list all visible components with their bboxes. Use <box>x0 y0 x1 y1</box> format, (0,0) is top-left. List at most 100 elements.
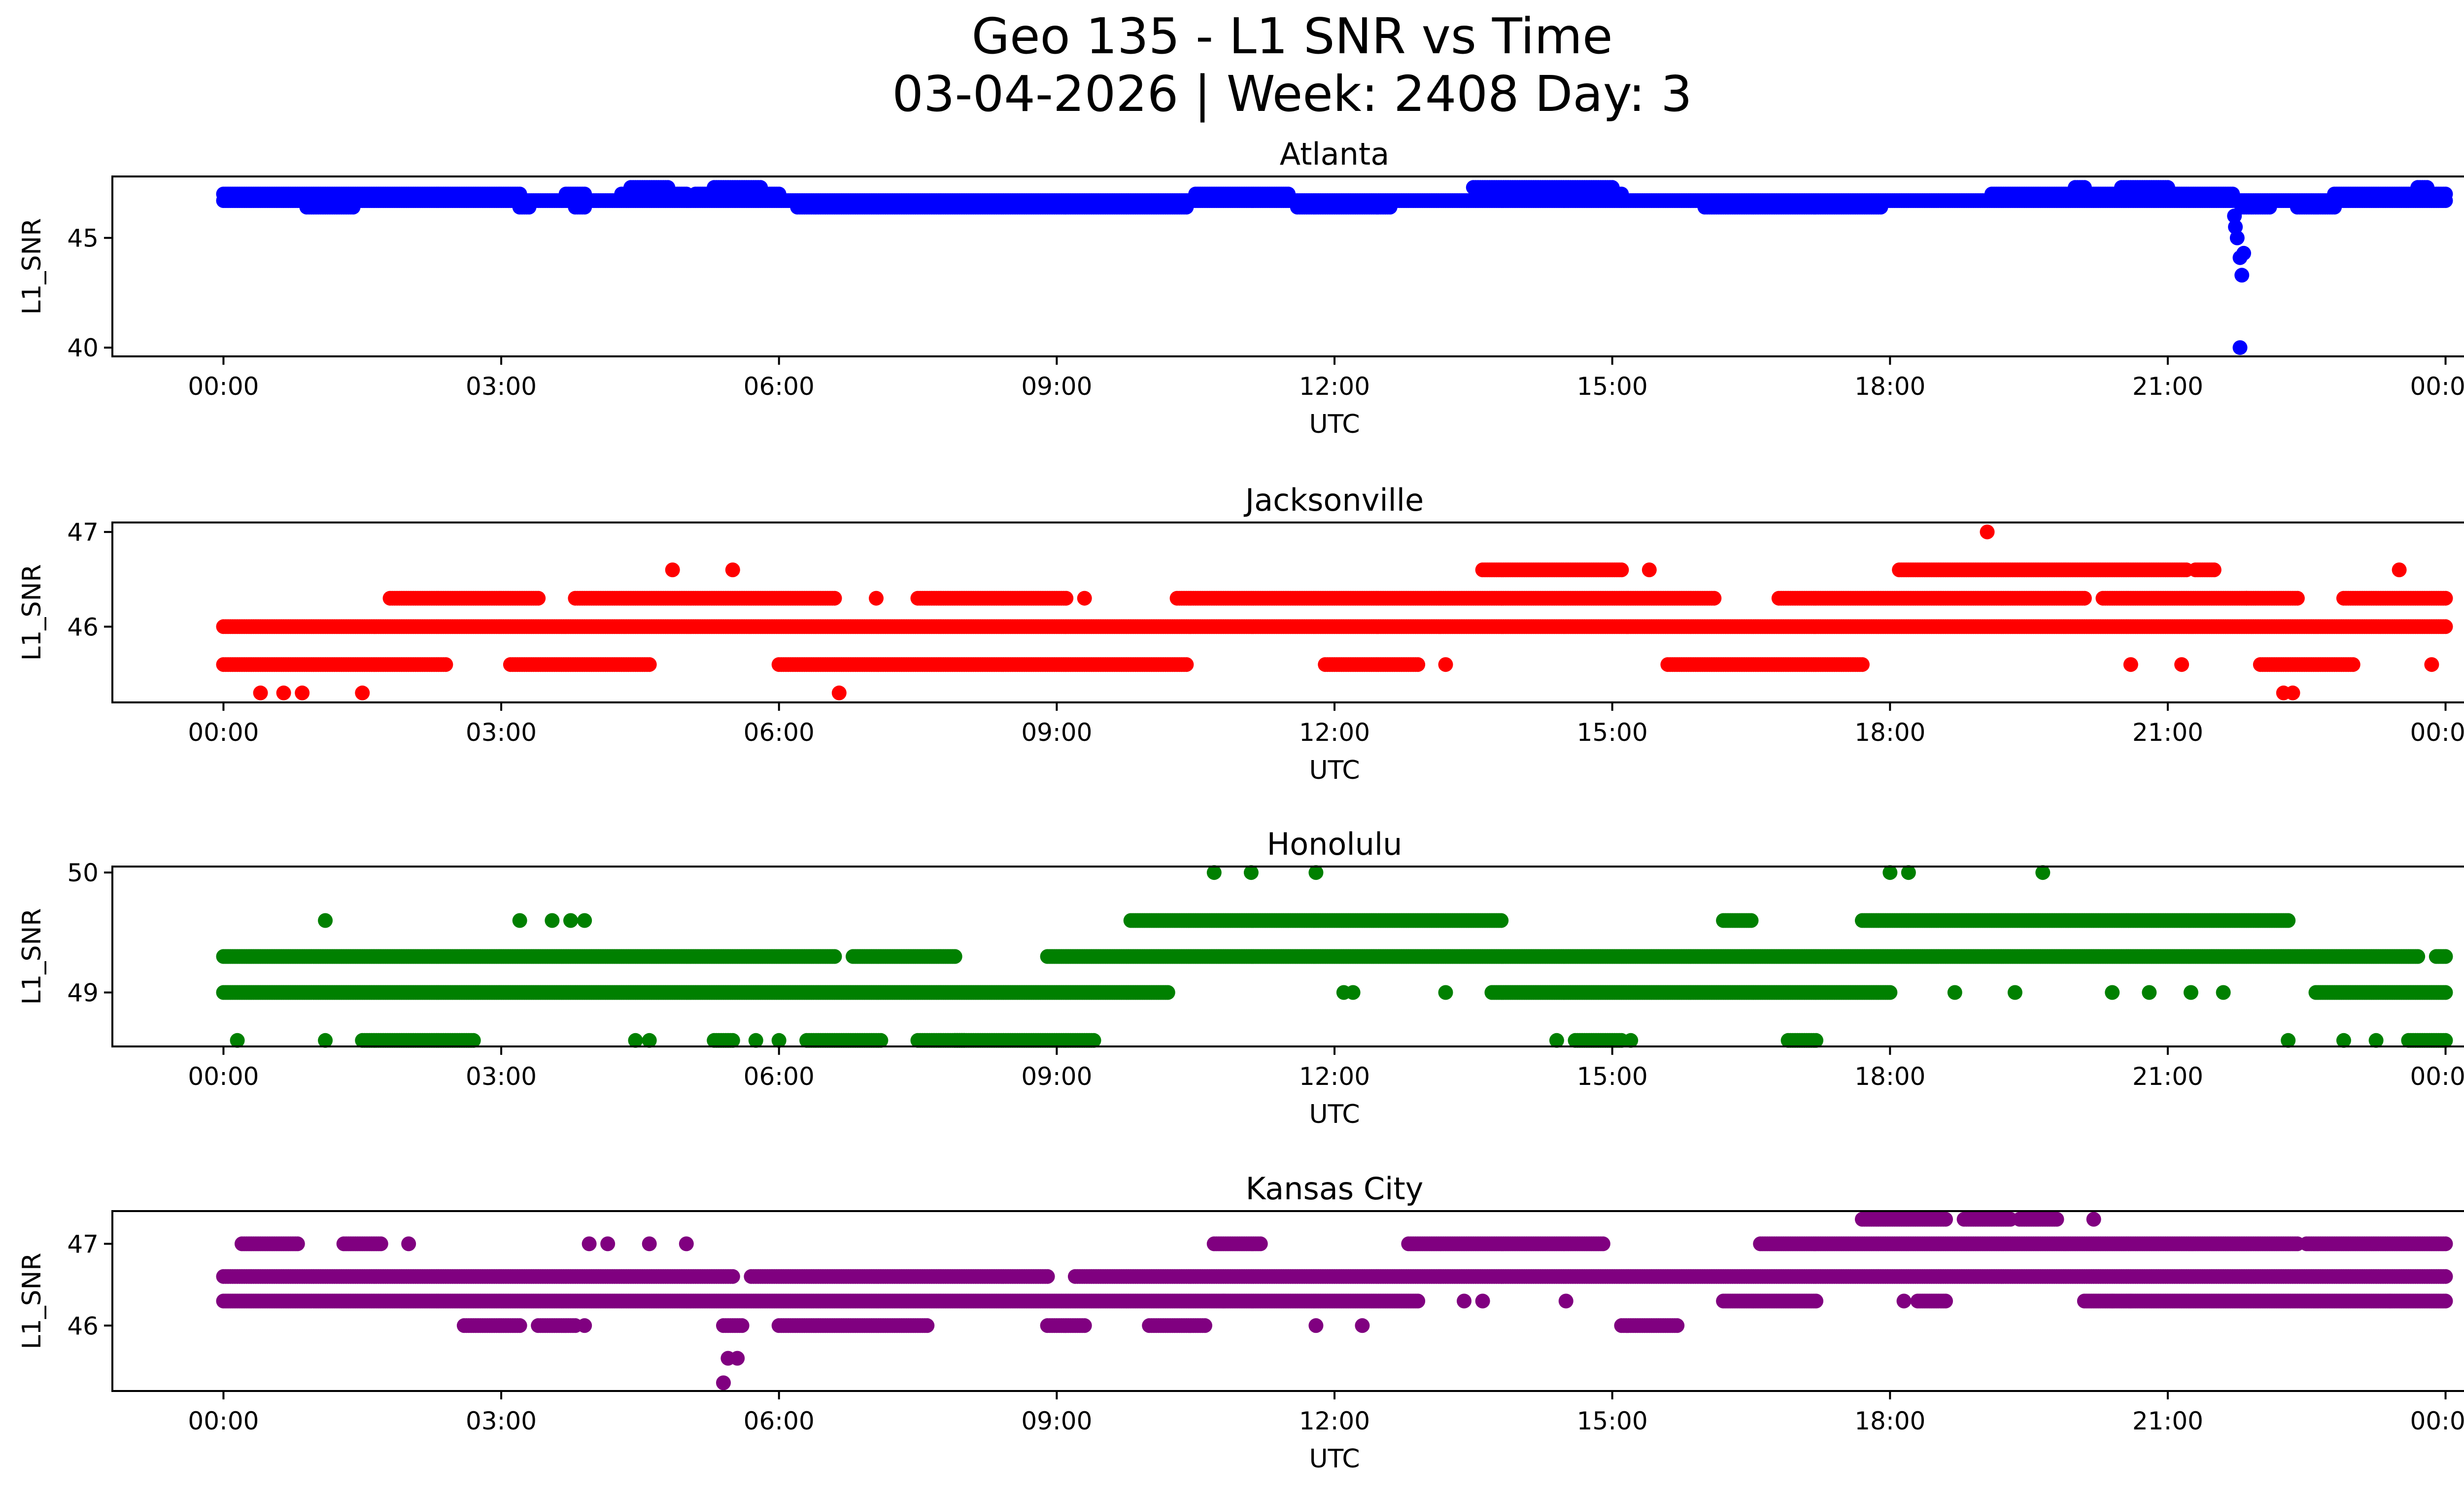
y-tick-label: 40 <box>67 334 99 362</box>
data-point <box>1873 200 1888 215</box>
data-point <box>577 186 592 202</box>
data-point <box>660 180 676 195</box>
y-tick-label: 46 <box>67 613 99 641</box>
data-point <box>725 562 740 578</box>
data-point <box>947 949 962 964</box>
data-point <box>1980 524 1995 540</box>
x-tick-label: 03:00 <box>466 718 537 747</box>
data-point <box>753 180 768 195</box>
data-point <box>276 685 291 700</box>
data-point <box>665 562 680 578</box>
y-tick-label: 45 <box>67 224 99 253</box>
data-point <box>1059 591 1074 606</box>
x-tick-label: 09:00 <box>1021 372 1092 401</box>
chart-title: Geo 135 - L1 SNR vs Time <box>972 7 1613 65</box>
data-point <box>2174 657 2190 672</box>
y-axis-label: L1_SNR <box>17 564 47 661</box>
data-point <box>2229 230 2245 245</box>
data-point <box>1854 657 1870 672</box>
data-point <box>2236 245 2251 261</box>
data-point <box>295 685 310 700</box>
data-point <box>253 685 268 700</box>
x-tick-label: 00:00 <box>2410 372 2464 401</box>
data-point <box>438 657 453 672</box>
data-point <box>1438 657 1453 672</box>
x-tick-label: 15:00 <box>1577 718 1648 747</box>
data-point <box>1382 200 1398 215</box>
data-point <box>521 200 537 215</box>
data-point <box>869 591 884 606</box>
plot-frame <box>111 522 2464 703</box>
panel-atlanta: Atlanta 00:00 03:00 06:00 09:00 12:00 15:00 18:… <box>17 136 2464 439</box>
data-series <box>216 524 2453 700</box>
data-point <box>512 186 527 202</box>
data-point <box>345 200 361 215</box>
x-tick-label: 03:00 <box>466 372 537 401</box>
data-point <box>2262 200 2277 215</box>
data-point <box>2123 657 2138 672</box>
data-series <box>216 180 2453 355</box>
data-point <box>2227 209 2242 224</box>
data-point <box>2225 186 2240 202</box>
data-point <box>2438 619 2453 634</box>
panel-title: Honolulu <box>1267 826 1403 862</box>
data-point <box>2232 340 2248 355</box>
data-point <box>827 949 842 964</box>
data-point <box>2206 562 2222 578</box>
data-point <box>2239 591 2254 606</box>
data-point <box>1410 657 1426 672</box>
x-tick-label: 21:00 <box>2132 718 2203 747</box>
x-tick-label: 00:00 <box>188 372 259 401</box>
data-point <box>1707 591 1722 606</box>
y-axis-label: L1_SNR <box>17 218 47 314</box>
data-point <box>1179 657 1194 672</box>
data-point <box>2327 200 2342 215</box>
data-point <box>2234 268 2250 283</box>
data-point <box>2392 562 2407 578</box>
data-point <box>1179 200 1194 215</box>
x-tick-label: 06:00 <box>744 718 815 747</box>
data-point <box>2077 591 2092 606</box>
data-point <box>2077 180 2092 195</box>
x-tick-label: 18:00 <box>1854 718 1925 747</box>
data-point <box>1077 591 1092 606</box>
x-tick-label: 18:00 <box>1854 372 1925 401</box>
data-point <box>1614 562 1629 578</box>
x-tick-label: 09:00 <box>1021 718 1092 747</box>
data-point <box>642 657 657 672</box>
chart-subtitle: 03-04-2026 | Week: 2408 Day: 3 <box>892 65 1692 123</box>
y-tick-label: 47 <box>67 518 99 547</box>
data-point <box>355 685 370 700</box>
data-point <box>827 591 842 606</box>
data-point <box>1642 562 1657 578</box>
x-tick-label: 15:00 <box>1577 372 1648 401</box>
data-series <box>216 865 2453 1048</box>
data-point <box>2160 180 2175 195</box>
x-tick-label: 12:00 <box>1299 718 1370 747</box>
data-point <box>771 186 787 202</box>
x-axis-label: UTC <box>1309 410 1360 439</box>
x-tick-label: 12:00 <box>1299 372 1370 401</box>
x-tick-label: 00:00 <box>188 718 259 747</box>
data-point <box>2438 186 2453 202</box>
data-point <box>2228 219 2243 235</box>
panel-title: Atlanta <box>1280 136 1389 172</box>
data-point <box>1281 186 1296 202</box>
data-point <box>2285 685 2300 700</box>
panel-title: Jacksonville <box>1243 482 1424 518</box>
panel-jacksonville: Jacksonville 00:00 03:00 06:00 09:00 12:00 15:… <box>17 482 2464 785</box>
data-point <box>531 591 546 606</box>
x-tick-label: 00:00 <box>2410 718 2464 747</box>
data-point <box>577 200 592 215</box>
data-point <box>2424 657 2439 672</box>
x-axis-label: UTC <box>1309 756 1360 785</box>
data-point <box>1605 180 1620 195</box>
x-tick-label: 06:00 <box>744 372 815 401</box>
data-point <box>2290 591 2305 606</box>
x-tick-label: 21:00 <box>2132 372 2203 401</box>
data-point <box>2345 657 2361 672</box>
data-point <box>2420 180 2434 195</box>
data-point <box>2438 591 2453 606</box>
